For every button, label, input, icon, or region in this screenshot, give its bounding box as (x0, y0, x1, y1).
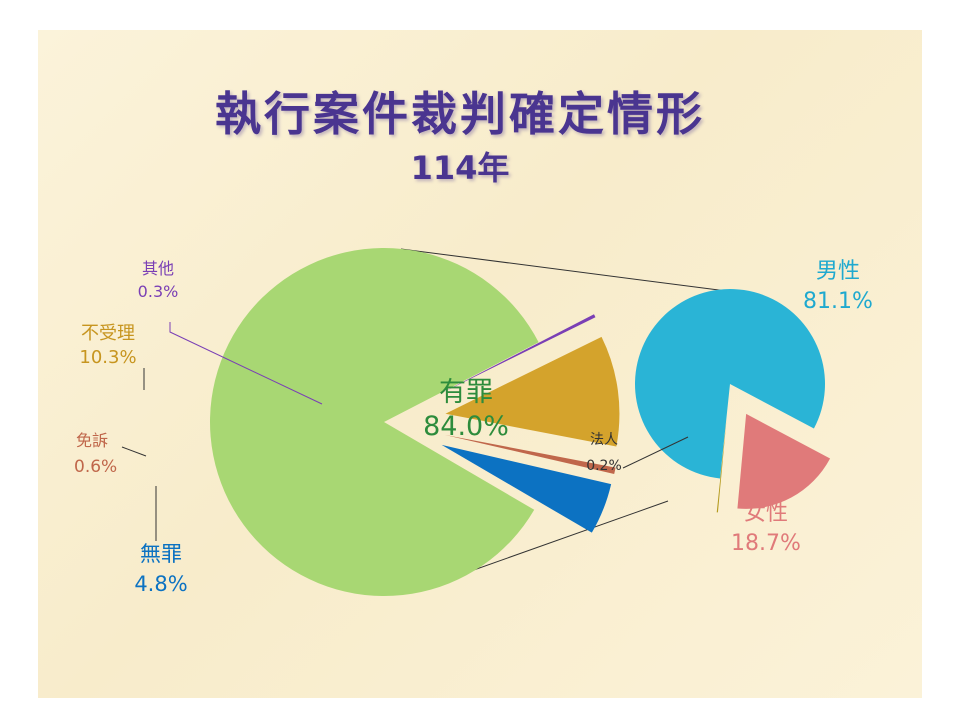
pie-slice-男性 (635, 289, 826, 479)
label-有罪: 有罪 84.0% (416, 376, 516, 444)
label-法人: 法人 0.2% (580, 427, 628, 479)
label-不受理-name: 不受理 (81, 323, 135, 344)
label-無罪: 無罪 4.8% (126, 539, 196, 599)
connector-line-bottom (439, 500, 669, 583)
connector-line-top (400, 248, 743, 294)
label-其他: 其他 0.3% (130, 257, 186, 303)
leader-line-其他 (169, 322, 323, 405)
pie-slice-法人 (716, 417, 727, 513)
label-不受理: 不受理 10.3% (72, 322, 144, 370)
label-男性: 男性 81.1% (793, 257, 883, 317)
label-法人-value: 0.2% (586, 458, 622, 474)
label-其他-value: 0.3% (137, 282, 179, 301)
main-pie (210, 248, 620, 597)
pie-slice-不受理 (445, 336, 620, 447)
label-不受理-value: 10.3% (79, 347, 137, 368)
label-女性: 女性 18.7% (722, 499, 810, 559)
pie-slice-有罪 (210, 248, 539, 597)
label-無罪-value: 4.8% (134, 572, 188, 596)
label-法人-name: 法人 (590, 432, 618, 448)
chart-subtitle: 114年 (410, 149, 510, 187)
label-女性-name: 女性 (743, 501, 788, 526)
label-女性-value: 18.7% (731, 531, 801, 556)
leader-line-免訴 (121, 446, 147, 457)
pie-slice-無罪 (441, 444, 612, 533)
secondary-pie (635, 289, 831, 513)
pie-slice-女性 (737, 413, 831, 509)
pie-slice-免訴 (444, 434, 616, 475)
label-免訴-name: 免訴 (76, 431, 109, 450)
chart-title: 執行案件裁判確定情形 (215, 87, 705, 141)
label-免訴-value: 0.6% (74, 457, 118, 477)
leader-line-法人 (622, 436, 689, 469)
label-有罪-name: 有罪 (439, 377, 493, 408)
pie-slice-其他 (439, 314, 596, 395)
label-無罪-name: 無罪 (140, 542, 182, 566)
label-男性-name: 男性 (815, 259, 860, 284)
label-男性-value: 81.1% (803, 289, 873, 314)
label-有罪-value: 84.0% (423, 411, 509, 442)
label-其他-name: 其他 (141, 259, 174, 278)
